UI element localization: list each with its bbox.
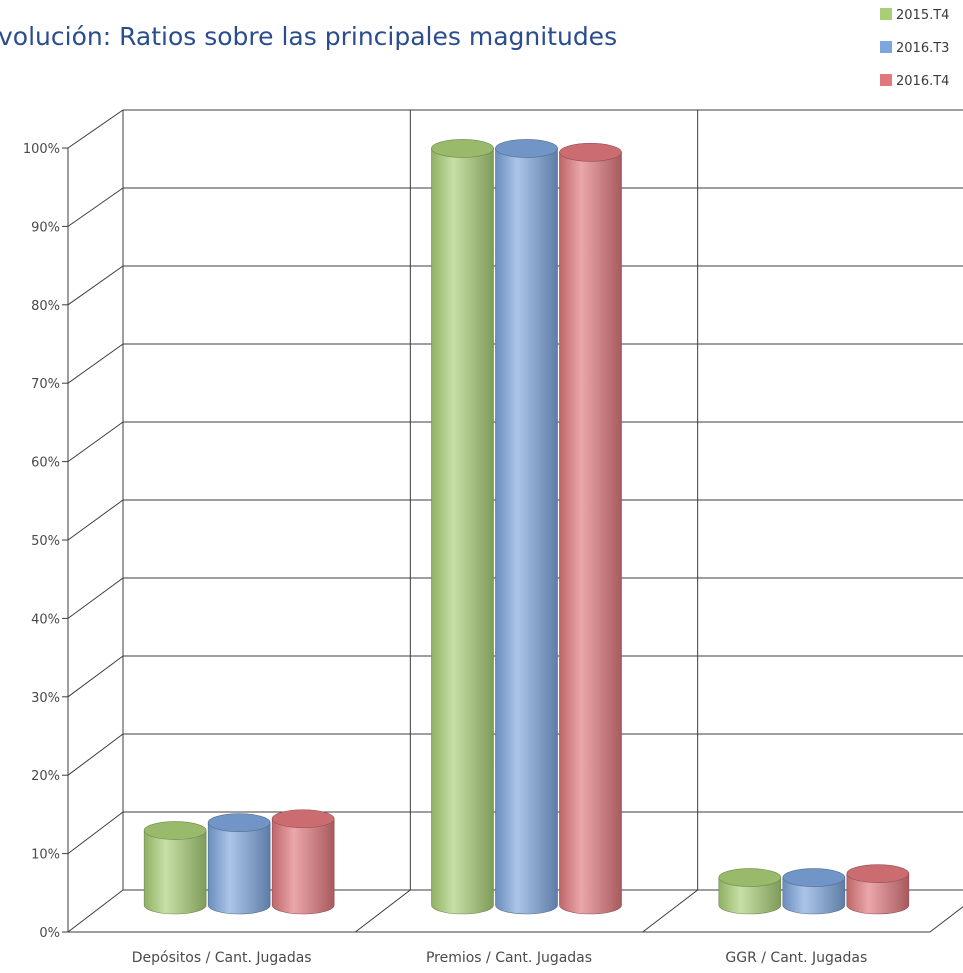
floor-divider: [642, 889, 698, 933]
bar-body: [207, 822, 271, 915]
bar: [846, 864, 910, 915]
y-tick-label: 20%: [31, 769, 60, 784]
gridline-side: [67, 811, 124, 854]
y-tick-label: 70%: [31, 377, 60, 392]
y-tick-label: 100%: [23, 142, 60, 157]
y-axis: 0% 10% 20% 30% 40% 50% 60% 70% 80% 90% 100%: [23, 142, 60, 941]
legend-swatch: [880, 41, 892, 53]
legend-swatch: [880, 74, 892, 86]
y-tick-label: 30%: [31, 691, 60, 706]
bar-body: [271, 818, 335, 915]
bar-body: [143, 830, 207, 915]
y-tick-label: 60%: [31, 456, 60, 471]
bar-body: [846, 873, 910, 915]
bar-body: [495, 148, 558, 915]
gridline-side: [67, 187, 124, 227]
bar: [782, 868, 846, 915]
x-tick-label: Depósitos / Cant. Jugadas: [132, 950, 312, 966]
gridline-side: [67, 421, 124, 463]
bar-top: [207, 813, 271, 832]
legend: 2015.T4 2016.T3 2016.T4: [880, 8, 949, 89]
bar-body: [559, 152, 622, 915]
legend-swatch: [880, 8, 892, 20]
gridline-side: [67, 733, 124, 776]
legend-label: 2016.T4: [896, 74, 949, 89]
legend-item: 2016.T4: [880, 74, 949, 89]
gridline-side: [67, 265, 124, 306]
gridline-side: [67, 109, 124, 149]
bar-top: [495, 139, 558, 158]
bar-top: [846, 864, 910, 883]
y-tick-label: 40%: [31, 612, 60, 627]
bar: [431, 139, 494, 915]
y-tick-label: 80%: [31, 299, 60, 314]
floor-divider: [929, 906, 963, 933]
y-tick-label: 90%: [31, 220, 60, 235]
bar-top: [718, 868, 782, 887]
bar: [559, 143, 622, 915]
bar: [495, 139, 558, 915]
x-tick-label: Premios / Cant. Jugadas: [426, 950, 592, 966]
gridline-side: [67, 889, 124, 933]
legend-item: 2016.T3: [880, 41, 949, 56]
bar-top: [782, 868, 846, 887]
x-axis: Depósitos / Cant. Jugadas Premios / Cant.…: [132, 950, 868, 966]
gridline-side: [67, 655, 124, 698]
bar-top: [143, 821, 207, 840]
floor-divider: [355, 889, 411, 933]
bar-body: [718, 877, 782, 915]
gridline-side: [67, 343, 124, 384]
bar: [718, 868, 782, 915]
bar-top: [431, 139, 494, 158]
bar: [271, 809, 335, 915]
bar-body: [431, 148, 494, 915]
y-tick-label: 0%: [39, 926, 60, 941]
bar-top: [559, 143, 622, 162]
legend-label: 2015.T4: [896, 8, 949, 23]
y-tick-label: 10%: [31, 848, 60, 863]
x-tick-label: GGR / Cant. Jugadas: [725, 950, 867, 966]
bar-top: [271, 809, 335, 829]
gridline-side: [67, 499, 124, 541]
legend-label: 2016.T3: [896, 41, 949, 56]
bars: [143, 139, 910, 915]
legend-item: 2015.T4: [880, 8, 949, 23]
chart-title: volución: Ratios sobre las principales m…: [0, 22, 617, 51]
bar: [143, 821, 207, 915]
y-tick-label: 50%: [31, 534, 60, 549]
gridline-side: [67, 577, 124, 619]
bar: [207, 813, 271, 915]
bar-body: [782, 877, 846, 915]
